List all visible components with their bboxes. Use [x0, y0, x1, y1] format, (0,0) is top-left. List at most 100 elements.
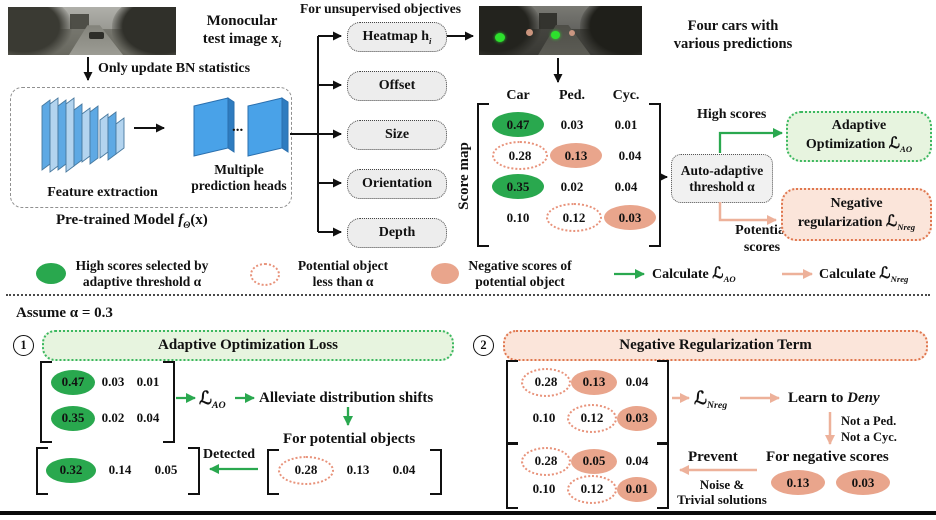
heatmap-prediction-image: [479, 6, 642, 55]
alleviate-label: Alleviate distribution shifts: [259, 390, 434, 406]
matrix-bracket: [430, 449, 442, 495]
head-box-offset: Offset: [347, 71, 447, 101]
section-1-number: 1: [13, 335, 34, 356]
bn-statistics-note: Only update BN statistics: [98, 61, 251, 76]
matrix-row: 0.32 0.14 0.05: [46, 452, 188, 488]
score-cell: 0.32: [46, 457, 96, 483]
heads-ellipsis: ...: [232, 119, 244, 135]
matrix-bracket: [657, 443, 669, 509]
arrow-potential-scores: [718, 202, 777, 225]
legend-salmon-label: Negative scores of potential object: [468, 258, 572, 289]
feature-extraction-label: Feature extraction: [47, 185, 158, 200]
photo-building: [70, 13, 89, 30]
score-cell: 0.01: [617, 476, 657, 502]
section-2-title: Negative Regularization Term: [503, 330, 928, 361]
matrix-bracket: [163, 361, 175, 443]
scoremap-header-car: Car: [506, 88, 530, 103]
photo-car: [88, 31, 104, 40]
scoremap-row: 0.47 0.03 0.01: [492, 109, 656, 140]
matrix-bracket: [36, 447, 48, 495]
score-cell: 0.04: [392, 462, 416, 477]
score-cell: 0.13: [346, 462, 370, 477]
score-cell: 0.12: [567, 474, 617, 504]
section-divider: [6, 294, 930, 296]
auto-adaptive-threshold-box: Auto-adaptive threshold α: [671, 154, 773, 203]
scoremap-table: 0.47 0.03 0.01 0.28 0.13 0.04 0.35 0.02 …: [492, 109, 656, 233]
feature-extraction-icon: [41, 97, 125, 173]
prevent-label: Prevent: [688, 449, 738, 465]
legend-calc-ao-label: Calculate ℒAO: [652, 265, 736, 284]
score-cell: 0.10: [506, 209, 530, 225]
legend-calc-nreg-label: Calculate ℒNreg: [819, 265, 909, 284]
learn-to-deny-label: Learn to Deny: [788, 390, 880, 406]
score-cell: 0.10: [532, 410, 556, 425]
score-cell: 0.05: [154, 462, 178, 477]
matrix-row: 0.28 0.13 0.04: [278, 452, 426, 488]
negative-score-ellipse: 0.13: [771, 470, 825, 495]
score-cell: 0.13: [571, 369, 617, 395]
scoremap-header-cyc: Cyc.: [612, 88, 640, 103]
score-cell: 0.03: [560, 116, 584, 132]
head-box-heatmap: Heatmap hi: [347, 22, 447, 52]
score-cell: 0.10: [532, 481, 556, 496]
matrix-row: 0.10 0.12 0.01: [521, 474, 657, 504]
matrix-row: 0.47 0.03 0.01: [51, 364, 165, 400]
score-cell: 0.02: [560, 178, 584, 194]
scoremap-row: 0.35 0.02 0.04: [492, 171, 656, 202]
unsupervised-objectives-title: For unsupervised objectives: [300, 1, 461, 16]
four-cars-caption: Four cars with various predictions: [673, 18, 793, 53]
score-cell: 0.05: [571, 448, 617, 474]
legend-green-label: High scores selected by adaptive thresho…: [75, 258, 209, 289]
matrix-row: 0.35 0.02 0.04: [51, 400, 165, 436]
score-cell: 0.35: [51, 405, 95, 431]
head-box-size: Size: [347, 120, 447, 150]
photo-trees-right: [112, 7, 176, 55]
s2-prevent-matrix: 0.28 0.05 0.04 0.10 0.12 0.01: [521, 446, 657, 504]
s2-negative-matrix: 0.28 0.13 0.04 0.10 0.12 0.03: [521, 364, 657, 436]
matrix-bracket: [657, 360, 669, 444]
potential-scores-label: Potential scores: [735, 223, 789, 255]
s1-high-score-matrix: 0.47 0.03 0.01 0.35 0.02 0.04: [51, 364, 165, 436]
legend-green-ellipse-icon: [36, 263, 66, 284]
matrix-bracket: [40, 361, 52, 443]
score-cell: 0.04: [618, 147, 642, 163]
heatmap-dot-green: [495, 33, 506, 43]
figure-bottom-rule: [0, 511, 936, 515]
s1-detected-matrix: 0.32 0.14 0.05: [46, 452, 188, 488]
legend-dotted-ellipse-icon: [250, 263, 280, 286]
heatmap-dot-green: [550, 30, 560, 39]
detected-label: Detected: [203, 447, 256, 462]
prediction-heads-label: Multiple prediction heads: [191, 162, 287, 193]
heatmap-dot-salmon: [568, 29, 575, 36]
score-cell: 0.47: [51, 369, 95, 395]
for-potential-objects-label: For potential objects: [283, 431, 416, 447]
score-cell: 0.01: [614, 116, 638, 132]
matrix-row: 0.10 0.12 0.03: [521, 400, 657, 436]
assume-alpha-label: Assume α = 0.3: [16, 305, 113, 321]
high-scores-label: High scores: [697, 107, 767, 122]
photo-building: [539, 12, 558, 29]
matrix-row: 0.28 0.05 0.04: [521, 446, 657, 476]
score-cell: 0.12: [567, 403, 617, 433]
score-cell: 0.03: [617, 405, 657, 431]
photo-trees-right: [580, 6, 642, 55]
pretrained-model-caption: Pre-trained Model fΘ(x): [56, 212, 208, 231]
prediction-heads-icon: [193, 97, 289, 157]
scoremap-headers: Car Ped. Cyc.: [492, 88, 652, 105]
score-cell: 0.28: [521, 446, 571, 476]
scoremap-bracket-left: [477, 103, 489, 247]
legend-dotted-label: Potential object less than α: [297, 258, 389, 289]
score-cell: 0.04: [625, 374, 649, 389]
negative-regularization-box: Negative regularization ℒNreg: [781, 188, 932, 241]
noise-trivial-label: Noise & Trivial solutions: [677, 477, 767, 508]
lnreg-symbol: ℒNreg: [694, 388, 728, 412]
score-cell: 0.03: [604, 205, 656, 230]
score-cell: 0.04: [614, 178, 638, 194]
head-box-depth: Depth: [347, 218, 447, 248]
monocular-test-image-caption: Monocular test image xi: [202, 13, 282, 50]
matrix-bracket: [188, 447, 200, 495]
score-map-label: Score map: [456, 142, 472, 210]
score-cell: 0.14: [108, 462, 132, 477]
monocular-test-image: [8, 7, 176, 55]
